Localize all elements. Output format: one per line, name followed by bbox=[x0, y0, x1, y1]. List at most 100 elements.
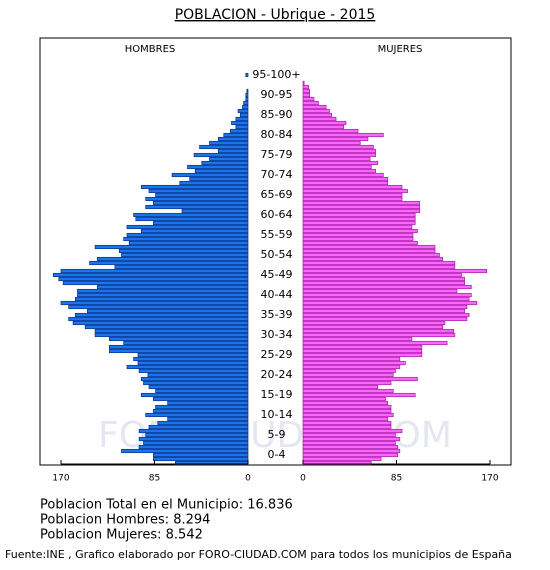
bar bbox=[84, 324, 249, 330]
bar bbox=[302, 364, 401, 370]
bar bbox=[223, 132, 249, 138]
bar bbox=[246, 88, 249, 94]
bar bbox=[181, 208, 249, 214]
bar bbox=[302, 384, 379, 390]
bar bbox=[235, 116, 249, 122]
bar bbox=[302, 268, 488, 274]
y-tick-label: 45-49 bbox=[261, 268, 293, 281]
bar bbox=[302, 368, 396, 374]
bar bbox=[167, 416, 249, 422]
bar bbox=[62, 280, 249, 286]
y-tick-label: 15-19 bbox=[261, 388, 293, 401]
bar bbox=[302, 400, 389, 406]
bar bbox=[302, 120, 347, 126]
bar bbox=[302, 156, 371, 162]
bar bbox=[153, 452, 249, 458]
bar bbox=[302, 188, 408, 194]
bar bbox=[94, 332, 249, 338]
bar bbox=[94, 328, 249, 334]
bar bbox=[201, 160, 249, 166]
bar bbox=[231, 120, 249, 126]
bar bbox=[155, 192, 249, 198]
y-tick-label: 75-79 bbox=[261, 148, 293, 161]
bar bbox=[302, 124, 345, 130]
y-tick-label: 80-84 bbox=[261, 128, 293, 141]
bar bbox=[155, 404, 249, 410]
bar bbox=[302, 376, 418, 382]
bar bbox=[118, 248, 249, 254]
bar bbox=[217, 136, 249, 142]
bar bbox=[74, 312, 249, 318]
bar bbox=[148, 188, 249, 194]
bar bbox=[87, 308, 249, 314]
bar bbox=[302, 316, 468, 322]
y-tick-label: 5-9 bbox=[268, 428, 286, 441]
bar bbox=[302, 244, 436, 250]
bar bbox=[302, 240, 418, 246]
bar bbox=[145, 204, 249, 210]
bar bbox=[109, 344, 249, 350]
bar bbox=[302, 256, 444, 262]
y-tick-label: 60-64 bbox=[261, 208, 293, 221]
bar bbox=[302, 280, 466, 286]
bar bbox=[96, 256, 249, 262]
bar bbox=[140, 392, 249, 398]
bar bbox=[239, 112, 249, 118]
bar bbox=[77, 288, 249, 294]
bar bbox=[209, 140, 249, 146]
bar bbox=[302, 224, 413, 230]
bar bbox=[302, 200, 420, 206]
x-tick-label: 85 bbox=[391, 474, 402, 484]
bar bbox=[153, 220, 249, 226]
y-tick-label: 25-29 bbox=[261, 348, 293, 361]
bar bbox=[302, 324, 444, 330]
bar bbox=[302, 312, 470, 318]
x-tick-label: 170 bbox=[481, 474, 498, 484]
bar bbox=[302, 304, 468, 310]
bar bbox=[302, 248, 436, 254]
bar bbox=[217, 148, 249, 154]
bar bbox=[171, 172, 249, 178]
bar bbox=[302, 436, 401, 442]
bar bbox=[52, 272, 249, 278]
bar bbox=[302, 140, 361, 146]
bar bbox=[302, 424, 392, 430]
bar bbox=[187, 164, 249, 170]
bar bbox=[302, 152, 376, 158]
bar bbox=[77, 292, 249, 298]
bar bbox=[302, 112, 332, 118]
note: Poblacion Hombres: 8.294 bbox=[40, 513, 210, 528]
y-tick-label: 50-54 bbox=[261, 248, 293, 261]
bar bbox=[302, 456, 382, 462]
bar bbox=[135, 216, 249, 222]
bar bbox=[60, 268, 249, 274]
bar bbox=[302, 292, 472, 298]
bar bbox=[302, 260, 456, 266]
bar bbox=[302, 344, 423, 350]
bar bbox=[137, 352, 249, 358]
bar bbox=[68, 316, 249, 322]
bar bbox=[143, 440, 249, 446]
bar bbox=[138, 428, 249, 434]
bar bbox=[89, 260, 249, 266]
bar bbox=[302, 128, 359, 134]
bar bbox=[148, 424, 249, 430]
bar bbox=[243, 100, 249, 106]
bar bbox=[148, 384, 249, 390]
bar bbox=[302, 408, 392, 414]
bar bbox=[302, 444, 398, 450]
bar bbox=[302, 420, 392, 426]
bar bbox=[302, 84, 309, 90]
bar bbox=[72, 320, 249, 326]
bar bbox=[302, 336, 413, 342]
bar bbox=[302, 264, 456, 270]
bar bbox=[147, 372, 249, 378]
bar bbox=[302, 360, 406, 366]
y-tick-label: 65-69 bbox=[261, 188, 293, 201]
y-tick-label: 30-34 bbox=[261, 328, 293, 341]
bar bbox=[302, 296, 470, 302]
bar bbox=[153, 456, 249, 462]
bar bbox=[302, 300, 478, 306]
bar bbox=[302, 328, 455, 334]
y-tick-label: 40-44 bbox=[261, 288, 293, 301]
